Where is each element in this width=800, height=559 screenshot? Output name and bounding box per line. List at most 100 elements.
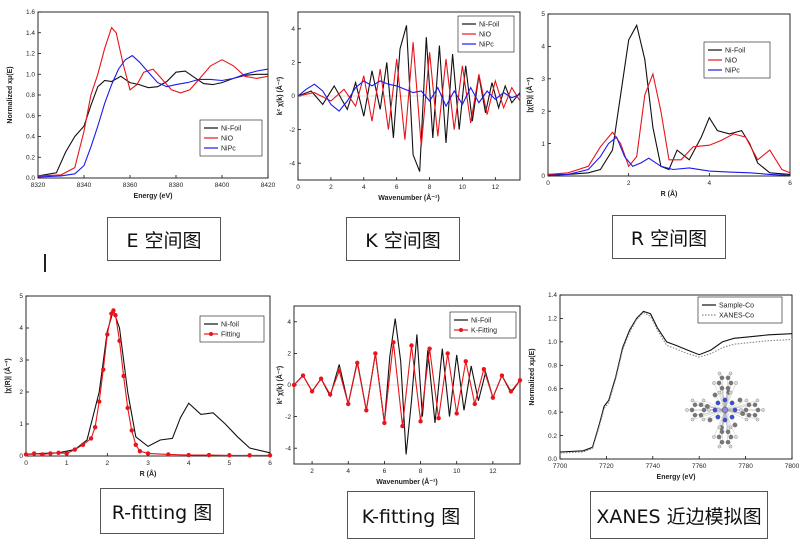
data-point (346, 401, 351, 407)
x-tick-label: 6 (788, 180, 792, 187)
series-line-k-fitting (294, 342, 520, 427)
data-point (517, 378, 523, 383)
caption-k-space: K 空间图 (346, 217, 460, 261)
y-tick-label: 1.2 (548, 316, 557, 323)
data-point (101, 367, 106, 372)
data-point (418, 419, 423, 424)
y-tick-label: 3 (541, 76, 545, 83)
data-point (373, 351, 378, 356)
y-tick-label: 0.8 (26, 92, 35, 99)
legend-box (199, 119, 263, 157)
data-point (88, 436, 94, 441)
chart-k-fitting: 2 4 6 8 10 12 -4 -2 0 2 4 Wavenumber (Å⁻¹) k² χ(k) (… (272, 296, 527, 488)
data-point (436, 415, 441, 421)
y-tick-label: 0.0 (26, 175, 35, 182)
divider-mark (44, 254, 46, 272)
x-axis-label: Energy (eV) (657, 474, 696, 481)
series-line-nio (548, 71, 790, 175)
y-axis-label: Normalized xμ(E) (7, 66, 14, 123)
chart-xanes: 7700 7720 7740 7760 7780 7800 0.0 0.2 0.4 0.6 0.8 1… (522, 285, 800, 488)
molecule-illustration (685, 371, 765, 449)
y-tick-label: 2 (541, 108, 545, 115)
data-point (472, 401, 477, 407)
y-tick-label: 1.6 (26, 9, 35, 16)
y-tick-label: 1.4 (548, 292, 557, 299)
x-tick-label: 12 (489, 468, 497, 475)
y-tick-label: 2 (19, 389, 23, 396)
y-tick-label: 1.2 (26, 51, 35, 58)
x-tick-label: 10 (459, 184, 467, 191)
x-tick-label: 2 (106, 460, 110, 467)
series-line-nio (298, 42, 520, 147)
x-tick-label: 2 (627, 180, 631, 187)
chart-r-space: 0 2 4 6 0 1 2 3 4 5 R (Å) |χ(R)| (Å⁻³) Ni-Foil NiO NiP… (522, 2, 800, 207)
x-tick-label: 7700 (553, 463, 568, 470)
data-point (499, 373, 505, 378)
y-tick-label: 0.2 (548, 433, 557, 440)
legend-label: Ni-Foil (471, 318, 492, 325)
x-tick-label: 8 (428, 184, 432, 191)
x-tick-label: 8420 (261, 182, 275, 189)
x-tick-label: 5 (228, 460, 232, 467)
x-tick-label: 4 (187, 460, 191, 467)
x-axis-label: Energy (eV) (134, 193, 173, 200)
x-tick-label: 8340 (77, 182, 92, 189)
data-point (300, 373, 306, 378)
x-tick-label: 4 (362, 184, 366, 191)
x-tick-label: 7800 (785, 463, 800, 470)
data-point (382, 420, 387, 426)
x-tick-label: 4 (346, 468, 350, 475)
y-tick-label: 4 (287, 319, 291, 326)
legend-box (697, 296, 783, 324)
y-tick-label: 0 (287, 382, 291, 389)
x-tick-label: 2 (310, 468, 314, 475)
x-tick-label: 2 (329, 184, 333, 191)
y-tick-label: -4 (285, 445, 291, 452)
legend-label: Fitting (221, 332, 240, 339)
y-tick-label: -2 (289, 127, 295, 134)
caption-xanes: XANES 近边模拟图 (590, 491, 768, 539)
data-point (186, 452, 191, 458)
series-line-nipc (38, 54, 268, 178)
series-line-nipc (298, 80, 520, 112)
x-tick-label: 7740 (646, 463, 661, 470)
y-tick-label: 4 (291, 26, 295, 33)
x-tick-label: 7780 (738, 463, 753, 470)
legend-box (199, 315, 265, 343)
data-point (291, 382, 297, 388)
data-point (133, 442, 138, 447)
x-tick-label: 10 (453, 468, 461, 475)
legend-label: NiO (479, 32, 492, 39)
data-point (391, 340, 396, 345)
legend-label: NiO (221, 136, 234, 143)
y-tick-label: -4 (289, 160, 295, 167)
x-axis-label: Wavenumber (Å⁻¹) (378, 193, 439, 202)
y-tick-label: 0.6 (548, 386, 557, 393)
y-tick-label: 4 (19, 325, 23, 332)
y-axis-label: k² χ(k) (Å⁻²) (275, 366, 284, 404)
y-tick-label: 5 (19, 293, 23, 300)
x-tick-label: 7720 (599, 463, 614, 470)
y-axis-label: k² χ(k) (Å⁻²) (275, 77, 284, 115)
data-point (111, 308, 116, 313)
legend-label: K-Fitting (471, 328, 497, 335)
y-tick-label: 1.4 (26, 30, 35, 37)
data-point (80, 442, 86, 447)
data-point (137, 449, 143, 454)
data-point (97, 399, 102, 404)
y-axis-label: Normalized xμ(E) (529, 348, 536, 405)
y-tick-label: 0 (291, 93, 295, 100)
y-tick-label: 0.2 (26, 154, 35, 161)
series-line-ni-foil (38, 70, 268, 177)
data-point (121, 373, 126, 379)
data-point (166, 452, 171, 457)
legend-label: Sample-Co (719, 303, 754, 310)
caption-r-space: R 空间图 (612, 215, 726, 259)
data-point (117, 338, 122, 343)
data-point (355, 360, 360, 366)
data-point (318, 376, 324, 381)
legend-label: Ni-foil (221, 322, 239, 329)
data-point (445, 351, 450, 356)
chart-k-space: 0 2 4 6 8 10 12 -4 -2 0 2 4 Wavenumber (Å⁻¹) k² χ(k) … (272, 2, 527, 207)
x-axis-label: R (Å) (661, 189, 678, 198)
